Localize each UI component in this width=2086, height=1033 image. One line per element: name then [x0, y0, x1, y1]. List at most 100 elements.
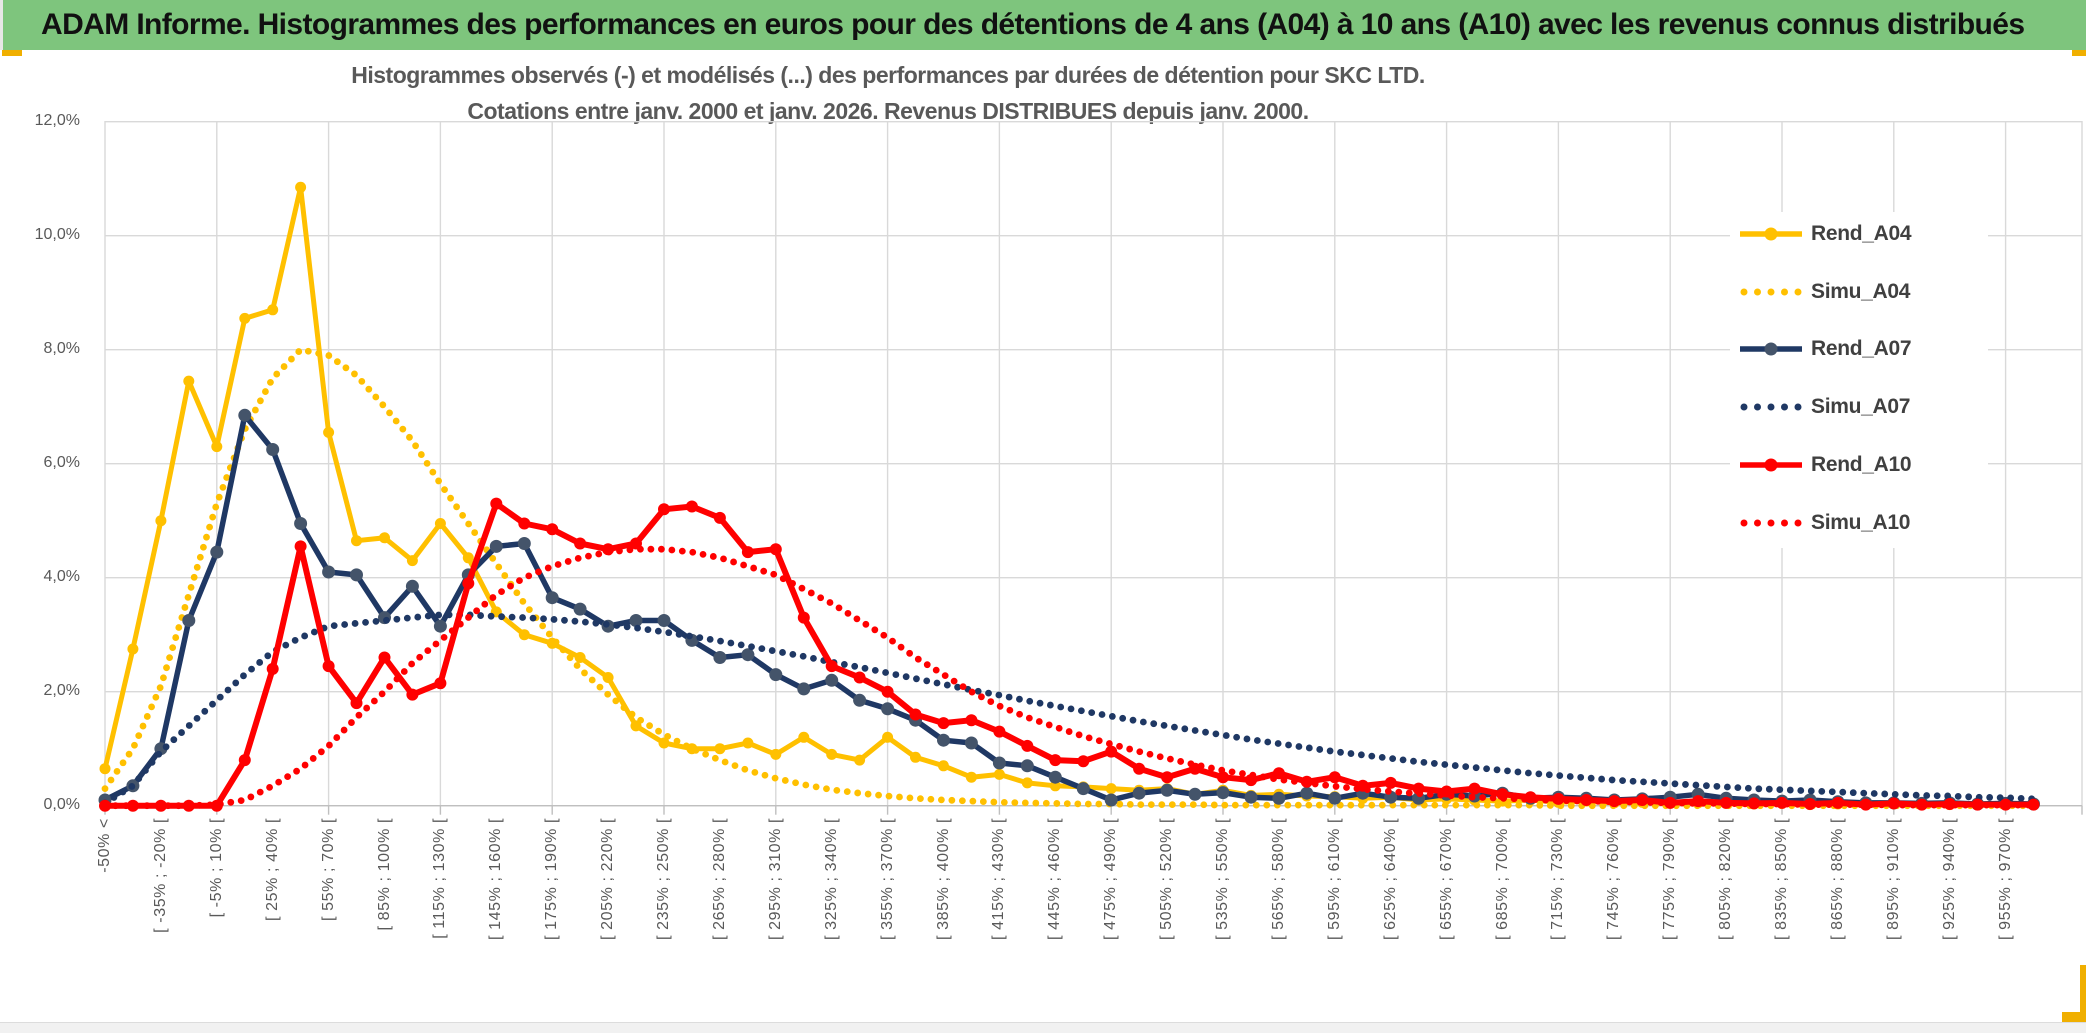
x-axis-label: [ 355% ; 370% [	[878, 818, 896, 940]
marker-Rend_A07	[1244, 790, 1258, 804]
marker-Rend_A07	[1048, 770, 1062, 784]
marker-Rend_A04	[965, 771, 977, 783]
marker-Rend_A04	[798, 731, 810, 743]
marker-Rend_A04	[993, 768, 1005, 780]
legend-dotted-sample	[1740, 403, 1804, 411]
marker-Rend_A04	[574, 652, 586, 663]
legend-line-sample	[1740, 458, 1802, 472]
x-axis-label: [ 745% ; 760% [	[1605, 818, 1623, 940]
x-axis-label: [ 205% ; 220% [	[599, 818, 617, 940]
marker-Rend_A04	[770, 748, 782, 760]
x-axis-label: [ 535% ; 550% [	[1214, 818, 1231, 940]
legend-item-Rend_A07: Rend_A07	[1738, 336, 1912, 362]
marker-Rend_A07	[350, 568, 363, 582]
legend-item-Rend_A10: Rend_A10	[1738, 452, 1912, 478]
marker-Rend_A04	[1105, 783, 1117, 795]
y-axis-label: 2,0%	[43, 681, 80, 699]
marker-Rend_A10	[685, 500, 698, 513]
x-axis-label: [ 835% ; 850% [	[1773, 818, 1790, 940]
bottom-strip	[0, 1022, 2086, 1033]
marker-Rend_A04	[826, 748, 838, 760]
marker-Rend_A10	[518, 517, 531, 530]
marker-Rend_A10	[1217, 771, 1229, 784]
marker-Rend_A04	[351, 535, 362, 547]
x-axis-label: [ 445% ; 460% [	[1046, 818, 1064, 940]
marker-Rend_A04	[379, 532, 390, 544]
frame-edge-right	[2080, 965, 2086, 1022]
marker-Rend_A04	[406, 555, 418, 567]
marker-Rend_A04	[127, 643, 139, 655]
marker-Rend_A10	[1468, 782, 1481, 795]
marker-Rend_A04	[434, 518, 446, 529]
marker-Rend_A10	[574, 537, 587, 550]
x-axis-label: [ 325% ; 340% [	[822, 818, 840, 940]
series-Simu_A04	[101, 346, 2037, 810]
marker-Rend_A07	[322, 565, 336, 579]
x-axis-label: [ 295% ; 310% [	[766, 818, 784, 940]
marker-Rend_A04	[99, 763, 111, 775]
legend-line-sample	[1740, 227, 1802, 241]
marker-Rend_A10	[769, 543, 782, 556]
marker-Rend_A10	[713, 511, 726, 524]
marker-Rend_A10	[1021, 739, 1034, 752]
marker-Rend_A04	[183, 375, 195, 387]
marker-Rend_A07	[1020, 759, 1034, 773]
x-axis-label: [ -5% ; 10% [	[207, 818, 225, 918]
marker-Rend_A10	[1105, 745, 1118, 758]
x-axis-label: [ 505% ; 520% [	[1158, 818, 1176, 940]
marker-Rend_A04	[267, 304, 279, 316]
marker-Rend_A07	[573, 602, 587, 616]
marker-Rend_A07	[825, 673, 839, 687]
marker-Rend_A10	[741, 546, 754, 559]
marker-Rend_A07	[713, 651, 727, 664]
marker-Rend_A07	[937, 733, 950, 747]
marker-Rend_A10	[881, 685, 894, 698]
marker-Rend_A10	[965, 714, 978, 727]
marker-Rend_A07	[797, 682, 811, 696]
chart-title-line1: Histogrammes observés (-) et modélisés (…	[351, 62, 1425, 88]
marker-Rend_A10	[797, 611, 810, 624]
x-axis-label: [ 175% ; 190% [	[543, 818, 561, 940]
series-Simu_A07	[101, 611, 2037, 807]
marker-Rend_A10	[294, 540, 307, 553]
marker-Rend_A07	[489, 539, 503, 553]
marker-Rend_A07	[1076, 782, 1090, 796]
marker-Rend_A04	[239, 312, 251, 324]
x-axis-label: [ 955% ; 970% [	[1996, 818, 2014, 940]
marker-Rend_A07	[853, 693, 867, 707]
x-axis-label: [ 475% ; 490% [	[1102, 818, 1120, 940]
marker-Rend_A10	[909, 708, 922, 721]
marker-Rend_A10	[1049, 754, 1062, 767]
marker-Rend_A10	[1133, 762, 1146, 775]
page-title: ADAM Informe. Histogrammes des performan…	[41, 8, 2025, 41]
legend-item-Simu_A07: Simu_A07	[1738, 394, 1910, 420]
legend-item-Simu_A10: Simu_A10	[1738, 510, 1910, 536]
marker-Rend_A10	[1384, 776, 1397, 789]
x-axis-label: [ 25% ; 40% [	[263, 818, 281, 921]
marker-Rend_A04	[714, 743, 726, 755]
x-axis-label: [ 595% ; 610% [	[1325, 818, 1343, 940]
y-axis-label: 4,0%	[43, 567, 80, 585]
x-axis-label: [ 565% ; 580% [	[1269, 818, 1287, 940]
marker-Rend_A07	[182, 614, 196, 627]
x-axis-label: [ 895% ; 910% [	[1884, 818, 1902, 940]
legend-label: Rend_A04	[1811, 222, 1912, 245]
marker-Rend_A04	[1021, 777, 1033, 789]
series-Simu_A10	[101, 545, 2037, 810]
x-axis-label: [ 925% ; 940% [	[1940, 818, 1958, 940]
marker-Rend_A07	[769, 668, 783, 682]
x-axis-label: [ 775% ; 790% [	[1661, 818, 1679, 940]
marker-Rend_A07	[881, 702, 895, 716]
marker-Rend_A10	[322, 660, 335, 673]
marker-Rend_A10	[406, 688, 419, 701]
marker-Rend_A10	[462, 577, 475, 590]
frame-edge-bottom-right	[2062, 1012, 2086, 1022]
y-axis-label: 0,0%	[43, 795, 80, 813]
marker-Rend_A07	[266, 443, 280, 456]
marker-Rend_A04	[295, 181, 307, 193]
legend-item-Simu_A04: Simu_A04	[1738, 279, 1910, 305]
marker-Rend_A07	[545, 591, 559, 605]
marker-Rend_A04	[938, 760, 949, 772]
marker-Rend_A07	[741, 648, 755, 662]
